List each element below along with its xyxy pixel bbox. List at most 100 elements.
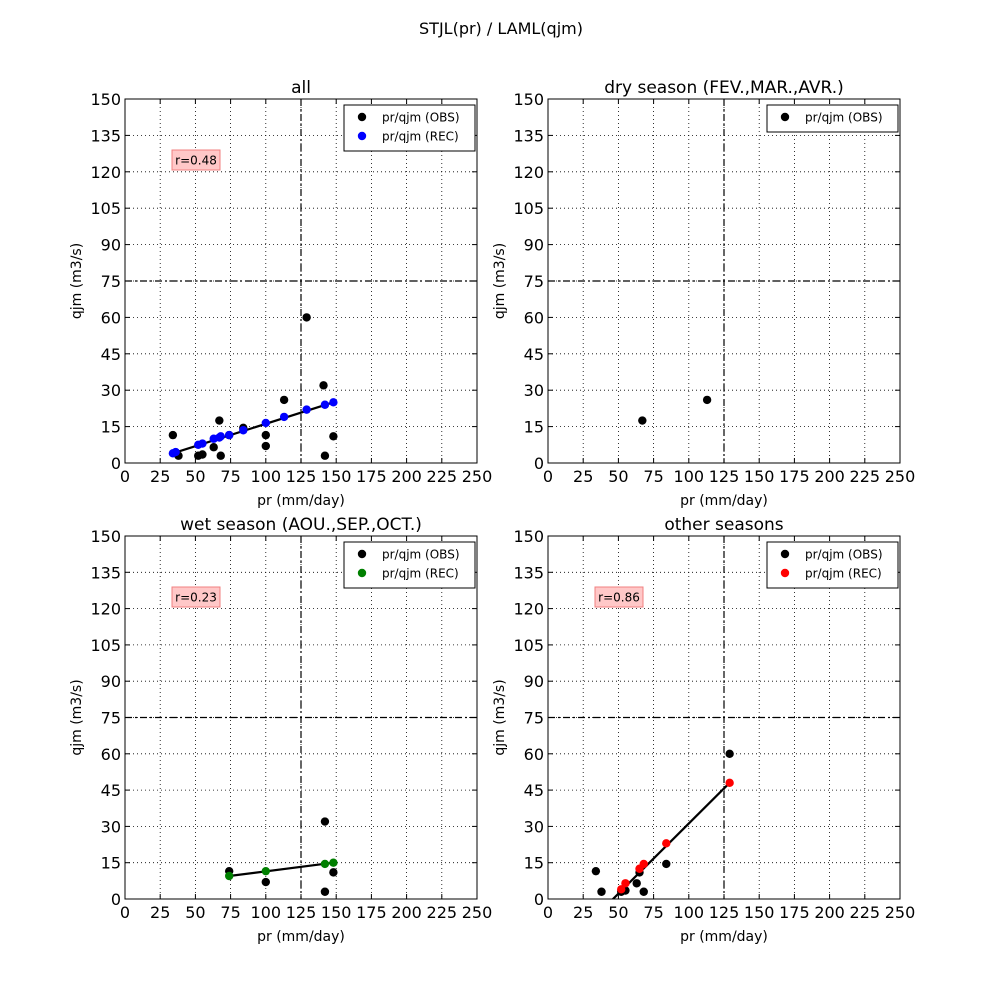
legend-marker-obs bbox=[357, 112, 367, 122]
data-point-obs bbox=[329, 432, 338, 441]
y-tick-label: 15 bbox=[524, 854, 544, 873]
data-point-obs bbox=[215, 416, 224, 425]
x-tick-label: 250 bbox=[462, 467, 493, 486]
x-tick-label: 0 bbox=[543, 467, 553, 486]
legend-marker-obs bbox=[357, 549, 367, 559]
data-point-obs bbox=[638, 416, 647, 425]
y-tick-label: 45 bbox=[524, 781, 544, 800]
y-tick-label: 120 bbox=[513, 600, 544, 619]
y-tick-label: 30 bbox=[524, 817, 544, 836]
y-tick-label: 15 bbox=[101, 418, 121, 437]
legend-marker-rec bbox=[357, 568, 367, 578]
x-tick-label: 175 bbox=[356, 467, 387, 486]
data-point-obs bbox=[320, 451, 330, 460]
x-tick-label: 75 bbox=[220, 467, 240, 486]
x-tick-label: 25 bbox=[573, 467, 593, 486]
correlation-label: r=0.23 bbox=[175, 591, 217, 605]
data-point-obs bbox=[632, 879, 641, 888]
y-tick-label: 90 bbox=[101, 236, 121, 255]
y-tick-label: 0 bbox=[534, 890, 544, 909]
data-point-rec bbox=[320, 400, 330, 409]
x-tick-label: 250 bbox=[885, 467, 916, 486]
y-axis-label: qjm (m3/s) bbox=[492, 243, 508, 319]
data-point-obs bbox=[261, 430, 270, 440]
data-point-rec bbox=[639, 859, 648, 869]
data-point-rec bbox=[617, 885, 626, 894]
y-tick-label: 15 bbox=[524, 418, 544, 437]
panel-1: 0 25 50 75 100 125 150 175 200 225 250015304560759… bbox=[492, 78, 915, 509]
legend-marker-obs bbox=[780, 549, 790, 559]
data-point-rec bbox=[216, 432, 225, 441]
data-point-rec bbox=[239, 426, 248, 435]
x-tick-label: 50 bbox=[185, 467, 205, 486]
regression-line bbox=[229, 861, 334, 878]
y-tick-label: 75 bbox=[101, 272, 121, 291]
y-tick-label: 30 bbox=[101, 381, 121, 400]
x-tick-label: 175 bbox=[779, 903, 810, 922]
data-point-obs bbox=[168, 430, 178, 440]
y-tick-label: 150 bbox=[90, 90, 121, 109]
legend-box bbox=[343, 104, 476, 152]
y-tick-label: 105 bbox=[90, 636, 121, 655]
legend-entry: pr/qjm (REC) bbox=[805, 567, 882, 581]
data-point-obs bbox=[597, 887, 606, 896]
y-tick-label: 60 bbox=[101, 745, 121, 764]
x-axis-label: pr (mm/day) bbox=[680, 493, 768, 509]
data-point-rec bbox=[329, 858, 338, 867]
x-tick-label: 250 bbox=[462, 903, 493, 922]
y-tick-label: 90 bbox=[101, 672, 121, 691]
correlation-box bbox=[171, 586, 221, 608]
data-point-obs bbox=[702, 395, 712, 405]
y-axis-label: qjm (m3/s) bbox=[492, 679, 508, 755]
data-point-obs bbox=[261, 877, 270, 887]
x-tick-label: 225 bbox=[850, 903, 881, 922]
legend-entry: pr/qjm (OBS) bbox=[382, 548, 460, 562]
legend-entry: pr/qjm (OBS) bbox=[382, 111, 460, 125]
x-tick-label: 125 bbox=[709, 903, 740, 922]
data-point-obs bbox=[216, 451, 225, 460]
y-tick-label: 30 bbox=[101, 817, 121, 836]
x-tick-label: 225 bbox=[427, 903, 458, 922]
x-tick-label: 150 bbox=[321, 467, 352, 486]
data-point-rec bbox=[725, 778, 734, 788]
data-point-obs bbox=[725, 749, 734, 758]
y-tick-label: 105 bbox=[90, 199, 121, 218]
data-point-rec bbox=[261, 418, 270, 428]
legend-marker-rec bbox=[780, 568, 790, 578]
y-tick-label: 75 bbox=[101, 709, 121, 728]
data-point-obs bbox=[591, 866, 601, 876]
y-tick-label: 150 bbox=[513, 90, 544, 109]
y-tick-label: 135 bbox=[513, 563, 544, 582]
x-axis-label: pr (mm/day) bbox=[680, 929, 768, 945]
y-tick-label: 45 bbox=[101, 345, 121, 364]
data-point-rec bbox=[662, 839, 671, 848]
data-point-rec bbox=[261, 866, 270, 876]
y-tick-label: 75 bbox=[524, 709, 544, 728]
x-tick-label: 125 bbox=[286, 467, 317, 486]
x-tick-label: 200 bbox=[391, 467, 422, 486]
x-tick-label: 250 bbox=[885, 903, 916, 922]
x-tick-label: 0 bbox=[120, 903, 130, 922]
y-tick-label: 60 bbox=[524, 745, 544, 764]
y-tick-label: 150 bbox=[90, 527, 121, 546]
x-tick-label: 200 bbox=[814, 903, 845, 922]
data-point-obs bbox=[279, 395, 289, 405]
data-point-obs bbox=[198, 450, 207, 459]
data-point-obs bbox=[639, 887, 648, 896]
x-tick-label: 125 bbox=[709, 467, 740, 486]
x-tick-label: 75 bbox=[643, 903, 663, 922]
y-tick-label: 135 bbox=[90, 126, 121, 145]
correlation-box bbox=[171, 149, 221, 171]
y-tick-label: 0 bbox=[111, 890, 121, 909]
y-tick-label: 120 bbox=[513, 163, 544, 182]
data-point-obs bbox=[320, 887, 330, 896]
data-point-obs bbox=[662, 859, 671, 869]
y-tick-label: 105 bbox=[513, 636, 544, 655]
x-tick-label: 125 bbox=[286, 903, 317, 922]
y-tick-label: 120 bbox=[90, 163, 121, 182]
legend-entry: pr/qjm (OBS) bbox=[805, 111, 883, 125]
x-tick-label: 0 bbox=[120, 467, 130, 486]
panel-0: 0 25 50 75 100 125 150 175 200 225 250015304560759… bbox=[69, 78, 492, 509]
legend-entry: pr/qjm (REC) bbox=[382, 567, 459, 581]
data-point-obs bbox=[329, 868, 338, 877]
